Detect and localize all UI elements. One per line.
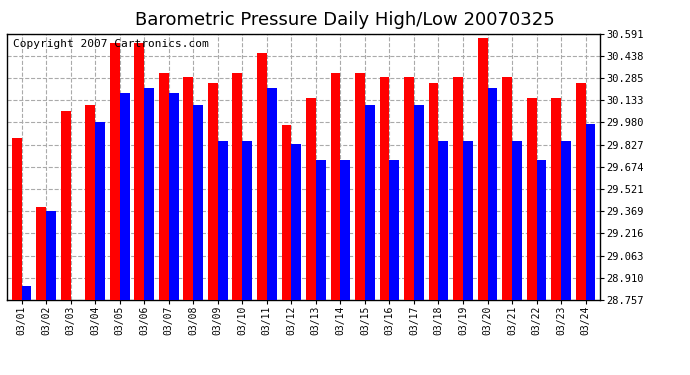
Bar (291, 144, 301, 300)
Bar (537, 160, 546, 300)
Bar (551, 98, 561, 300)
Bar (414, 105, 424, 300)
Bar (37, 207, 46, 300)
Bar (561, 141, 571, 300)
Bar (586, 124, 595, 300)
Bar (575, 83, 586, 300)
Bar (331, 73, 340, 300)
Bar (267, 88, 277, 300)
Bar (193, 105, 203, 300)
Bar (477, 38, 488, 300)
Bar (316, 160, 326, 300)
Bar (380, 78, 389, 300)
Bar (184, 78, 193, 300)
Bar (135, 43, 144, 300)
Bar (404, 78, 414, 300)
Bar (46, 211, 56, 300)
Bar (119, 93, 130, 300)
Bar (86, 105, 95, 300)
Bar (218, 141, 228, 300)
Bar (526, 98, 537, 300)
Bar (169, 93, 179, 300)
Bar (159, 73, 169, 300)
Bar (21, 286, 32, 300)
Text: Barometric Pressure Daily High/Low 20070325: Barometric Pressure Daily High/Low 20070… (135, 11, 555, 29)
Bar (282, 125, 291, 300)
Bar (502, 78, 512, 300)
Bar (61, 111, 70, 300)
Bar (453, 78, 463, 300)
Bar (389, 160, 400, 300)
Bar (438, 141, 449, 300)
Bar (428, 83, 438, 300)
Bar (340, 160, 351, 300)
Bar (144, 88, 154, 300)
Bar (12, 138, 21, 300)
Bar (95, 123, 105, 300)
Bar (242, 141, 252, 300)
Bar (233, 73, 242, 300)
Bar (257, 53, 267, 300)
Bar (512, 141, 522, 300)
Bar (488, 88, 497, 300)
Text: Copyright 2007 Cartronics.com: Copyright 2007 Cartronics.com (13, 39, 208, 49)
Bar (365, 105, 375, 300)
Bar (355, 73, 365, 300)
Bar (110, 43, 119, 300)
Bar (463, 141, 473, 300)
Bar (306, 98, 316, 300)
Bar (208, 83, 218, 300)
